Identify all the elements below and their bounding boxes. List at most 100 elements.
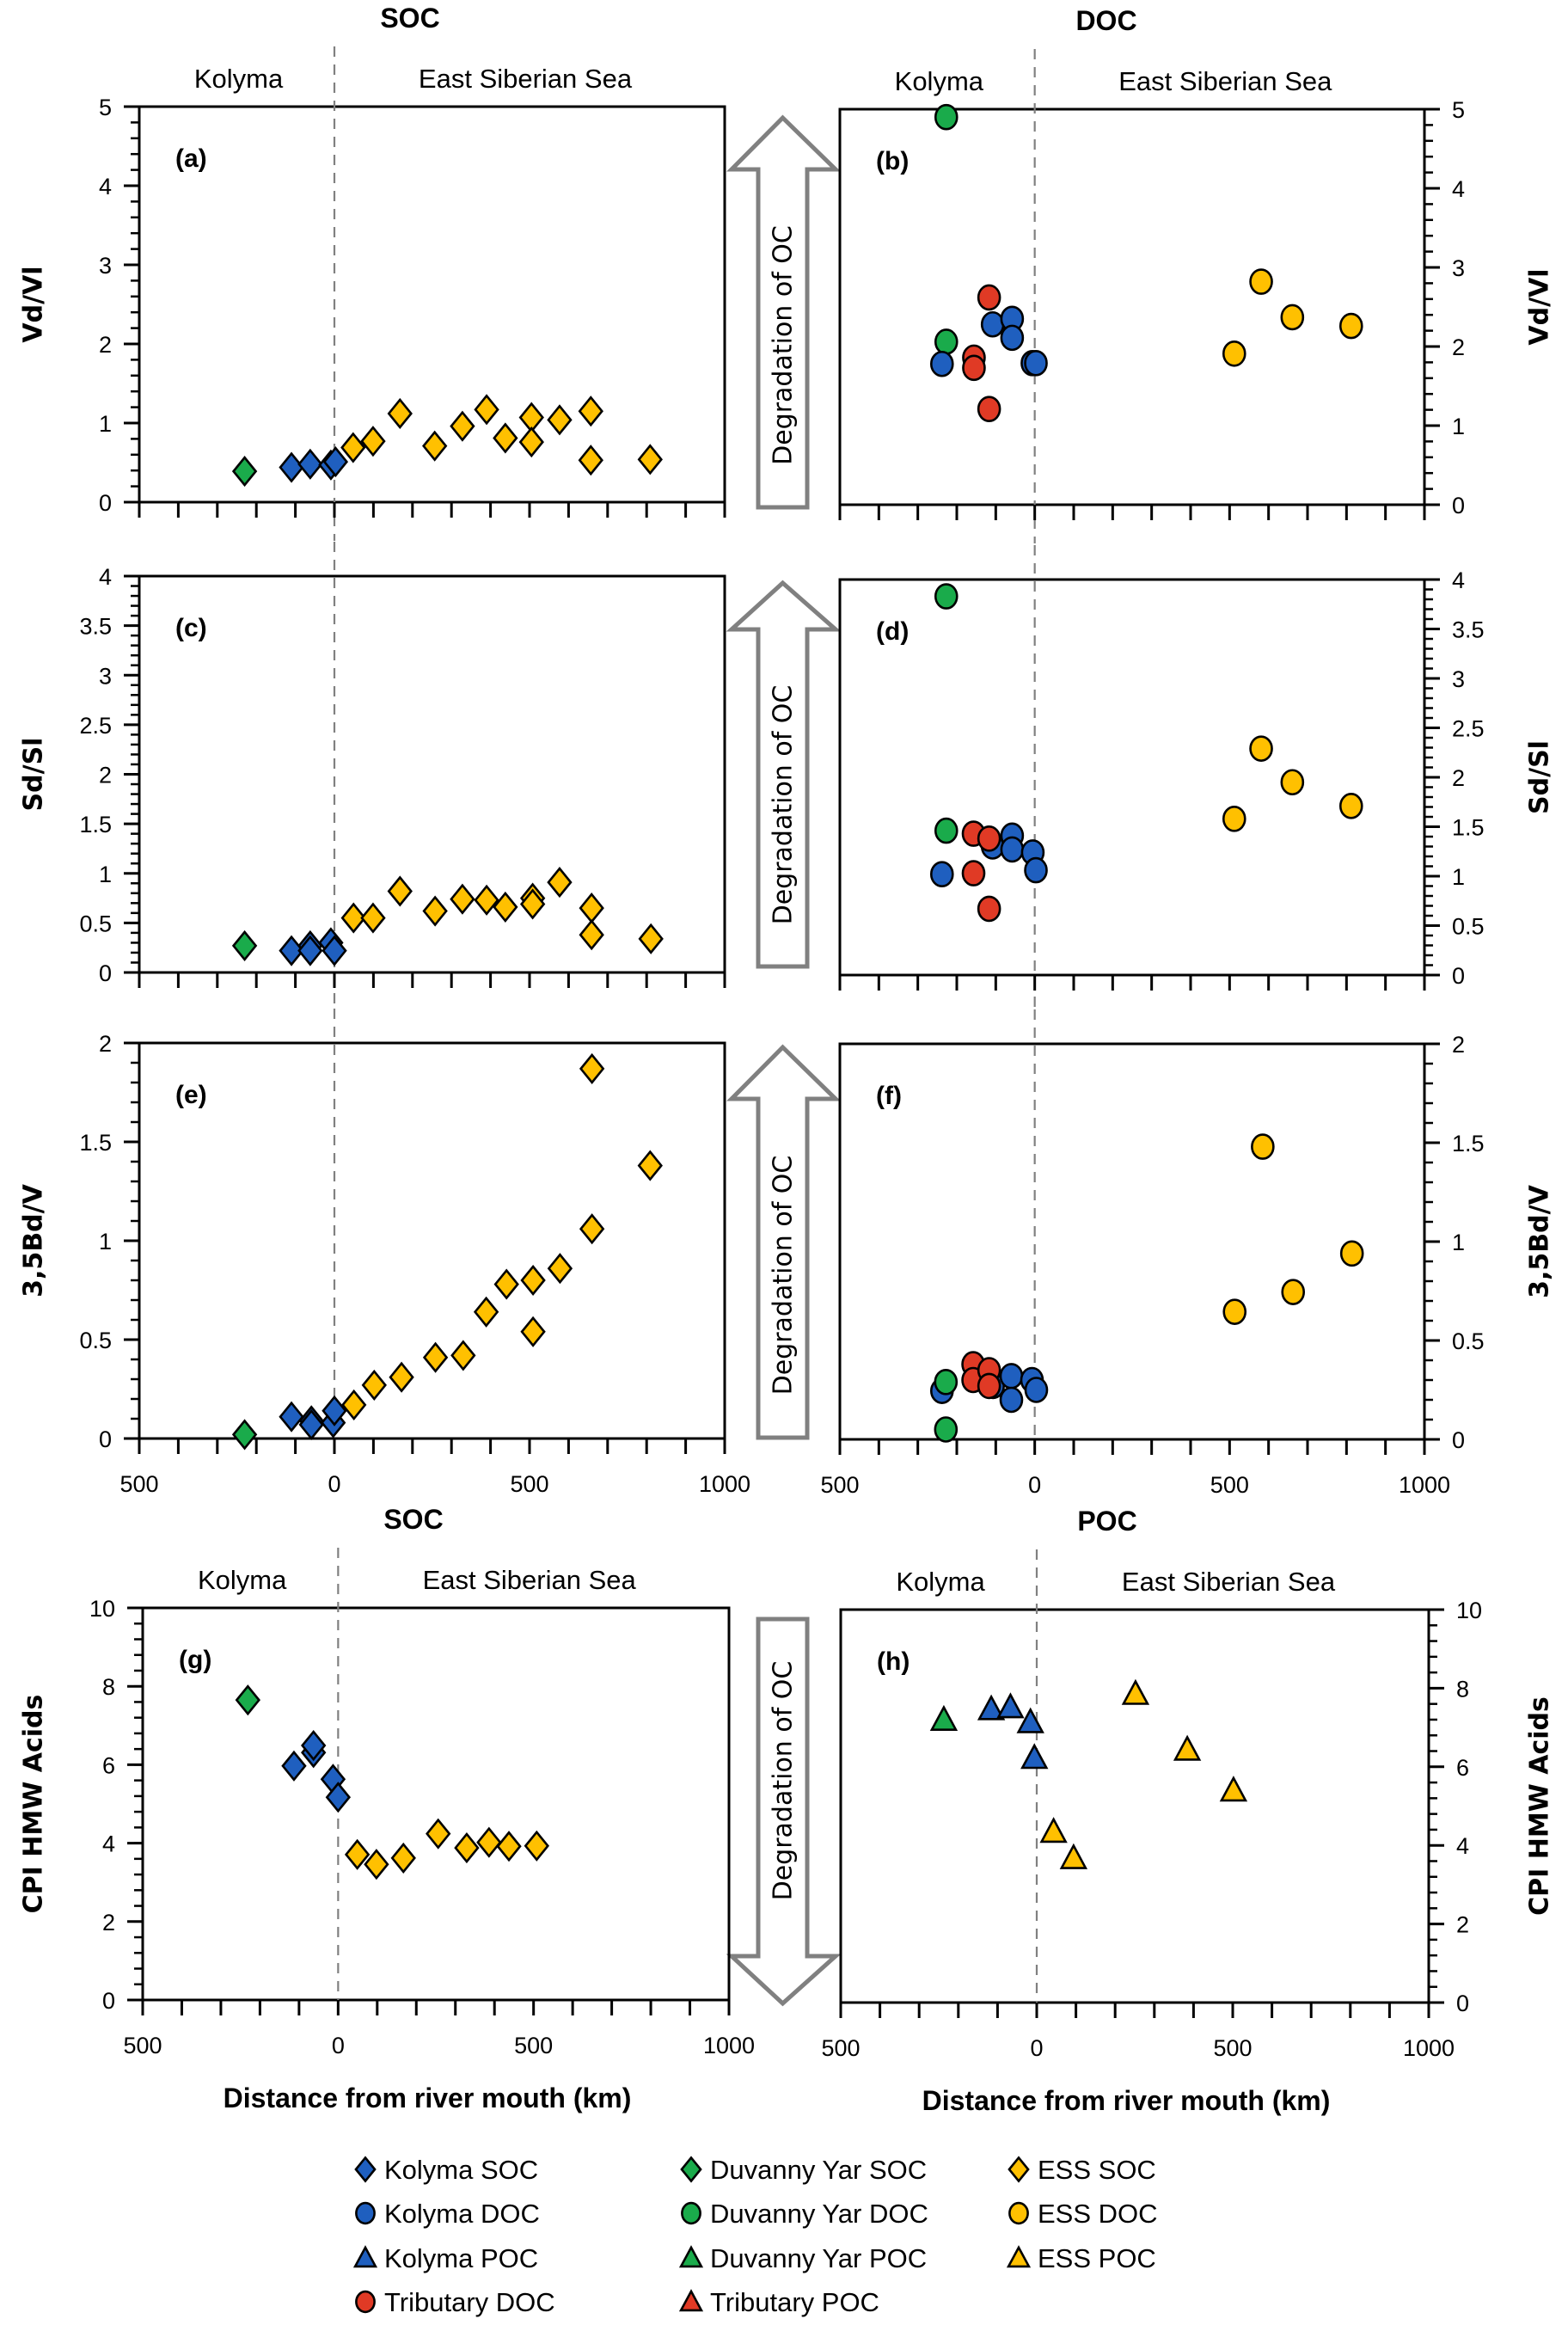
data-point-ess-soc	[524, 1830, 549, 1862]
x-tick-label: 500	[119, 1471, 158, 1497]
legend: Kolyma SOC Kolyma DOC Kolyma POC Tributary …	[352, 2155, 1158, 2317]
triangle-marker-icon	[678, 2289, 704, 2312]
series-ess-soc	[340, 867, 664, 954]
data-point-ess-soc	[341, 1389, 367, 1420]
data-point-ess-soc	[493, 422, 518, 454]
legend-label: Kolyma SOC	[384, 2155, 538, 2185]
x-tick-label: 0	[1028, 1472, 1041, 1498]
data-point-ess-soc	[520, 1316, 546, 1347]
panel-f: 0 0.5 1 1.5 2 3,5Bd/V 500 0 500 1000 (f)	[820, 1009, 1555, 1498]
data-point-ess-soc	[579, 919, 604, 951]
degradation-label: Degradation of OC	[769, 225, 799, 465]
data-point-ess-doc	[1251, 1133, 1275, 1160]
data-point-kolyma-doc	[1000, 324, 1025, 352]
data-point-tributary-doc	[977, 1372, 1001, 1400]
data-point-ess-soc	[519, 888, 546, 920]
data-point-duvanny-doc	[934, 817, 959, 844]
data-point-ess-soc	[454, 1832, 480, 1864]
panel-letter: (a)	[175, 144, 207, 173]
y-tick-label: 3	[99, 663, 112, 689]
data-point-ess-doc	[1222, 1298, 1247, 1325]
x-tick-label: 500	[1213, 2035, 1252, 2061]
legend-item-ess-soc: ESS SOC	[1008, 2155, 1156, 2185]
legend-label: ESS DOC	[1038, 2199, 1158, 2229]
legend-label: Duvanny Yar DOC	[710, 2199, 928, 2229]
y-tick-label: 1	[99, 862, 112, 887]
data-point-ess-soc	[340, 902, 366, 934]
data-point-ess-soc	[422, 895, 448, 927]
y-tick-label: 0	[102, 1988, 115, 2014]
arrow-up-icon	[726, 1044, 842, 1440]
data-point-ess-doc	[1222, 805, 1246, 832]
data-point-ess-soc	[518, 426, 544, 458]
panel-letter: (h)	[877, 1647, 910, 1676]
panel-d: 0 0.5 1 1.5 2 2.5 3 3.5 4 Sd/Sl (d)	[838, 545, 1555, 1014]
x-axis-title: Distance from river mouth (km)	[922, 2085, 1331, 2116]
series-tributary-doc	[962, 284, 1001, 422]
data-point-kolyma-doc	[929, 861, 954, 888]
data-point-ess-doc	[1338, 793, 1363, 819]
y-tick-label: 6	[1456, 1755, 1469, 1781]
legend-item-duvanny-poc: Duvanny Yar POC	[678, 2243, 927, 2273]
y-tick-label: 0	[99, 960, 112, 986]
region-label-east-siberian-sea: East Siberian Sea	[423, 1565, 637, 1595]
y-tick-label: 3	[1452, 255, 1465, 281]
degradation-label: Degradation of OC	[769, 1661, 799, 1901]
y-tick-label: 0	[1456, 1991, 1469, 2016]
y-tick-label: 0.5	[1452, 914, 1485, 940]
circle-marker-icon	[1008, 2201, 1029, 2225]
data-point-tributary-doc	[962, 354, 986, 382]
y-tick-label: 1.5	[79, 1130, 112, 1156]
arrow-up-icon	[726, 580, 842, 969]
legend-item-tributary-doc: Tributary DOC	[355, 2287, 555, 2317]
data-point-kolyma-doc	[1024, 1377, 1049, 1403]
series-kolyma-soc	[279, 927, 347, 966]
data-point-ess-doc	[1222, 340, 1246, 367]
data-point-ess-soc	[547, 867, 573, 899]
legend-label: Kolyma DOC	[384, 2199, 540, 2229]
data-point-tributary-doc	[977, 396, 1001, 422]
legend-item-tributary-poc: Tributary POC	[678, 2287, 879, 2317]
y-tick-label: 1	[1452, 1230, 1465, 1255]
y-tick-label: 4	[1452, 567, 1465, 593]
data-point-kolyma-poc	[996, 1692, 1025, 1719]
data-point-ess-soc	[637, 1150, 663, 1181]
series-duvanny-soc	[231, 929, 258, 961]
data-point-kolyma-soc	[297, 448, 323, 480]
data-point-ess-doc	[1339, 1240, 1364, 1267]
data-point-kolyma-soc	[322, 1395, 347, 1426]
series-duvanny-poc	[929, 1704, 959, 1731]
panel-title: DOC	[1075, 5, 1136, 36]
data-point-ess-doc	[1338, 312, 1363, 340]
y-tick-label: 1.5	[1452, 815, 1485, 841]
y-tick-label: 5	[1452, 97, 1465, 123]
plot-frame	[838, 107, 1426, 506]
y-tick-label: 3	[1452, 666, 1465, 692]
data-point-kolyma-doc	[999, 1386, 1024, 1414]
data-point-duvanny-poc	[929, 1704, 959, 1731]
y-tick-label: 10	[1456, 1598, 1482, 1623]
circle-marker-icon	[355, 2290, 376, 2314]
region-label-kolyma: Kolyma	[194, 64, 284, 94]
series-tributary-doc	[961, 1351, 1001, 1400]
degradation-label: Degradation of OC	[769, 685, 799, 925]
region-label-kolyma: Kolyma	[895, 66, 984, 96]
data-point-ess-soc	[389, 1361, 414, 1393]
data-point-ess-soc	[360, 902, 386, 934]
y-axis-title: CPI HMW Acids	[19, 1695, 49, 1914]
data-point-ess-soc	[390, 1842, 416, 1874]
legend-item-kolyma-poc: Kolyma POC	[352, 2243, 538, 2273]
circle-marker-icon	[681, 2201, 701, 2225]
data-point-kolyma-soc	[298, 1408, 324, 1440]
data-point-ess-poc	[1039, 1817, 1068, 1843]
y-tick-label: 2	[1452, 1032, 1465, 1058]
data-point-ess-soc	[450, 1340, 476, 1371]
series-ess-soc	[341, 1052, 663, 1420]
y-axis-title: Sd/Sl	[1525, 740, 1555, 814]
panel-title: SOC	[383, 1504, 443, 1535]
degradation-arrows: Degradation of OC Degradation of OC Degrad…	[726, 114, 842, 2007]
series-ess-soc	[344, 1818, 549, 1880]
y-tick-label: 0	[99, 1426, 112, 1452]
x-tick-label: 500	[820, 1472, 859, 1498]
